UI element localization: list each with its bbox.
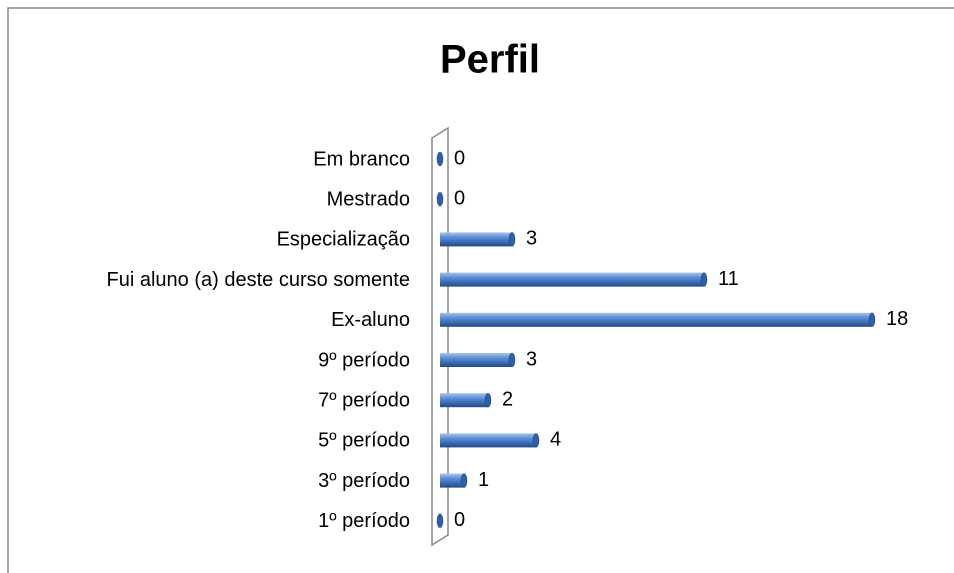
category-label: Ex-aluno — [331, 309, 410, 331]
bar — [440, 312, 872, 327]
value-label: 0 — [454, 187, 465, 209]
bar-cap — [484, 392, 492, 408]
bar-cap — [508, 352, 516, 368]
chart-frame — [7, 7, 954, 573]
bar-cap — [460, 473, 468, 488]
value-label: 3 — [526, 348, 537, 370]
value-label: 11 — [718, 268, 739, 290]
bar — [440, 393, 488, 408]
category-label: 3º período — [318, 470, 410, 492]
bar-cap — [700, 272, 708, 287]
value-label: 1 — [478, 469, 489, 491]
category-label: 5º período — [318, 430, 410, 452]
bar — [440, 232, 512, 247]
value-label: 3 — [526, 228, 537, 250]
bar-cap — [508, 232, 516, 247]
value-label: 18 — [886, 308, 908, 330]
category-label: 7º período — [318, 389, 410, 411]
category-label: 9º período — [318, 349, 410, 371]
bar-cap — [532, 433, 540, 448]
category-label: 1º período — [318, 510, 410, 532]
bar-cap — [436, 513, 444, 529]
category-label: Especialização — [277, 229, 410, 251]
category-label: Fui aluno (a) deste curso somente — [107, 269, 411, 291]
category-label: Mestrado — [327, 188, 410, 210]
bar-cap — [436, 151, 444, 167]
bar — [440, 272, 704, 287]
bar — [440, 353, 512, 367]
value-label: 4 — [550, 429, 561, 451]
bar-cap — [868, 312, 876, 328]
bar-cap — [436, 191, 444, 207]
bar — [440, 433, 536, 448]
value-label: 0 — [454, 147, 465, 169]
category-label: Em branco — [313, 148, 410, 170]
value-label: 2 — [502, 388, 513, 410]
value-label: 0 — [454, 509, 465, 531]
chart-title: Perfil — [440, 38, 540, 82]
bar — [440, 473, 464, 488]
